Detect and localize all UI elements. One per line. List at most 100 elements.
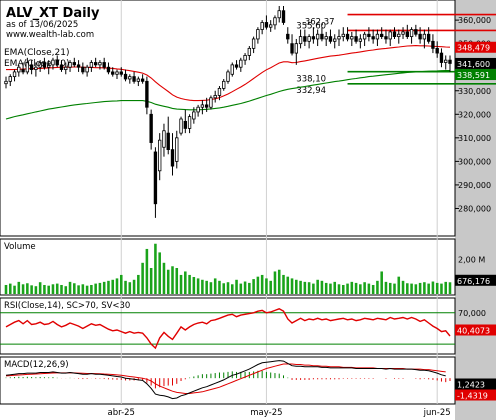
price-last-label-bg: [455, 57, 496, 69]
macd-signal-last-label: -1,4319: [457, 392, 488, 401]
volume-bar: [222, 283, 226, 294]
volume-bar: [171, 266, 174, 294]
volume-bar: [8, 283, 12, 294]
level-label: 362,37: [305, 18, 335, 28]
macd-last-label: 1,2423: [457, 381, 485, 390]
volume-bar: [162, 262, 166, 294]
volume-bar: [316, 279, 319, 294]
candle-down: [328, 36, 333, 42]
candle-up: [294, 43, 298, 54]
volume-bar: [149, 268, 153, 294]
volume-bar: [119, 274, 123, 294]
ema70-line: [5, 69, 451, 120]
volume-bar: [26, 283, 29, 294]
candle-up: [409, 29, 414, 38]
volume-bar: [43, 284, 46, 294]
candle-down: [435, 47, 439, 54]
candle-up: [341, 33, 345, 38]
x-tick-label: abr-25: [108, 408, 135, 418]
candle-up: [47, 64, 51, 68]
macd-line: [5, 360, 446, 400]
volume-bar: [427, 283, 430, 294]
candle-down: [286, 33, 290, 40]
candle-up: [397, 33, 401, 38]
legend-ema21: EMA(Close,21): [4, 48, 69, 58]
candle-up: [25, 62, 30, 73]
candle-down: [21, 69, 25, 73]
volume-bar: [38, 282, 42, 294]
volume-bar: [85, 285, 89, 294]
rsi-last-label: 40,4073: [457, 326, 490, 335]
volume-bar: [444, 281, 448, 294]
candle-up: [307, 36, 311, 42]
macd-layer: [5, 360, 451, 400]
volume-bar: [209, 282, 213, 294]
candle-down: [448, 59, 452, 64]
volume-bar: [269, 280, 272, 294]
volume-bar: [218, 280, 221, 294]
candle-up: [136, 78, 141, 82]
candle-down: [414, 29, 418, 35]
candle-up: [256, 29, 260, 40]
volume-bar: [196, 278, 200, 294]
price-tick-label: 330,000: [458, 87, 491, 96]
candle-up: [187, 116, 192, 129]
volume-bar: [68, 281, 72, 294]
price-tick-label: 300,000: [458, 157, 491, 166]
volume-bar: [51, 284, 55, 294]
volume-layer: [4, 243, 452, 294]
volume-bar: [73, 283, 76, 294]
candle-down: [145, 80, 149, 108]
volume-bar: [354, 282, 358, 294]
price-tick-label: 320,000: [458, 110, 491, 119]
candle-up: [128, 76, 132, 80]
candle-down: [204, 104, 209, 108]
volume-bar: [337, 284, 341, 294]
volume-bar: [384, 281, 388, 294]
candle-up: [375, 33, 380, 40]
volume-bar: [166, 269, 170, 294]
candle-up: [251, 38, 256, 49]
candle-down: [281, 10, 286, 23]
candle-down: [76, 64, 81, 68]
rsi-line: [5, 308, 451, 350]
candle-down: [183, 120, 187, 129]
volume-bar: [256, 276, 260, 294]
volume-bar: [137, 274, 140, 294]
candle-down: [418, 33, 422, 40]
rsi-title: RSI(Close,14), SC>70, SV<30: [4, 301, 130, 311]
volume-bar: [350, 281, 354, 294]
candle-up: [444, 59, 448, 63]
volume-title: Volume: [4, 242, 36, 252]
volume-bar: [111, 279, 115, 294]
candle-up: [98, 62, 102, 66]
candle-up: [200, 104, 205, 108]
candle-down: [166, 132, 170, 151]
candle-up: [158, 139, 162, 172]
volume-bar: [320, 280, 324, 294]
candle-down: [405, 31, 409, 38]
candle-up: [401, 31, 405, 35]
volume-bar: [252, 279, 255, 294]
volume-bar: [30, 285, 33, 294]
volume-bar: [192, 277, 196, 294]
candle-up: [64, 66, 68, 70]
volume-bar: [107, 280, 110, 294]
candle-up: [38, 62, 42, 68]
volume-bar: [102, 281, 106, 294]
candle-down: [29, 64, 34, 70]
candle-up: [277, 10, 281, 19]
volume-bar: [4, 284, 8, 294]
volume-bar: [141, 262, 144, 294]
source-url: www.wealth-lab.com: [6, 30, 94, 40]
price-tick-label: 290,000: [458, 181, 491, 190]
volume-bar: [329, 283, 332, 294]
candle-up: [243, 55, 247, 61]
level-label: 332,94: [296, 86, 326, 96]
x-tick-label: jun-25: [423, 408, 451, 418]
volume-bar: [34, 286, 38, 294]
volume-bar: [346, 283, 349, 294]
candle-down: [426, 33, 431, 42]
volume-bar: [273, 271, 277, 294]
candle-down: [303, 36, 307, 42]
